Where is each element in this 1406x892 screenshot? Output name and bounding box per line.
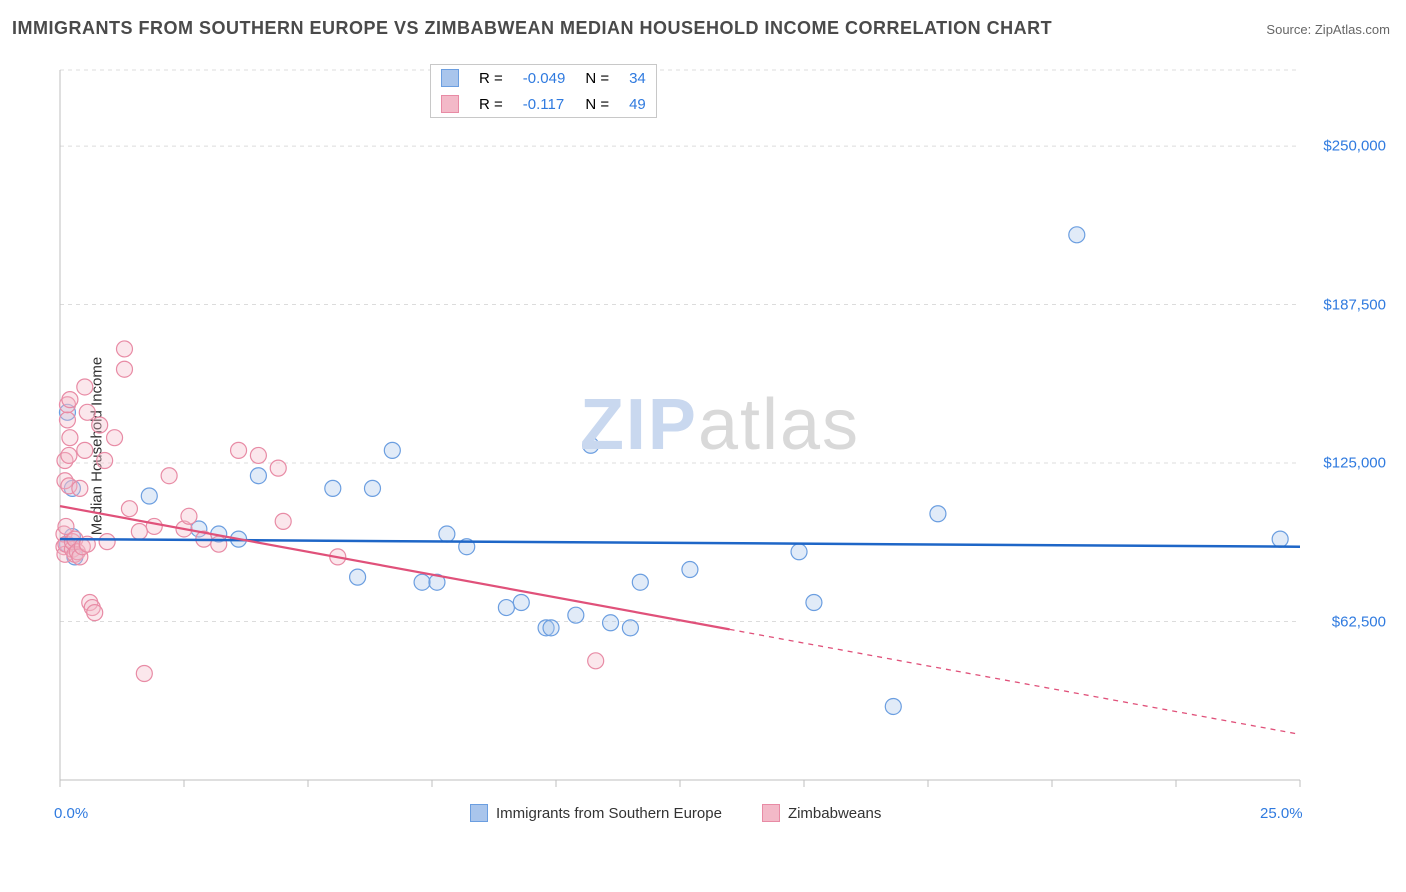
legend-n-value: 49 [619,91,656,117]
legend-n-label: N = [575,65,619,91]
legend-r-value: -0.049 [513,65,576,91]
legend-swatch [441,95,459,113]
legend-r-value: -0.117 [513,91,576,117]
chart-svg [50,60,1390,820]
legend-r-label: R = [469,91,513,117]
y-tick: $125,000 [1323,455,1386,472]
plot-area: ZIPatlas R = -0.049 N = 34 R = -0.117 N … [50,60,1390,820]
source-link[interactable]: ZipAtlas.com [1315,22,1390,37]
x-tick: 0.0% [54,805,88,822]
correlation-legend: R = -0.049 N = 34 R = -0.117 N = 49 [430,64,657,118]
y-tick: $62,500 [1332,613,1386,630]
chart-container: IMMIGRANTS FROM SOUTHERN EUROPE VS ZIMBA… [0,0,1406,892]
legend-n-value: 34 [619,65,656,91]
legend-label: Zimbabweans [788,805,881,822]
legend-n-label: N = [575,91,619,117]
legend-item: Immigrants from Southern Europe [470,804,722,822]
chart-title: IMMIGRANTS FROM SOUTHERN EUROPE VS ZIMBA… [12,18,1052,39]
x-tick: 25.0% [1260,805,1303,822]
series-legend: Immigrants from Southern Europe Zimbabwe… [470,804,921,826]
legend-swatch [762,804,780,822]
legend-swatch [470,804,488,822]
y-tick: $250,000 [1323,138,1386,155]
source-label: Source: [1266,22,1311,37]
source-attribution: Source: ZipAtlas.com [1266,22,1390,37]
legend-label: Immigrants from Southern Europe [496,805,722,822]
legend-swatch [441,69,459,87]
y-tick: $187,500 [1323,296,1386,313]
legend-r-label: R = [469,65,513,91]
legend-item: Zimbabweans [762,804,881,822]
